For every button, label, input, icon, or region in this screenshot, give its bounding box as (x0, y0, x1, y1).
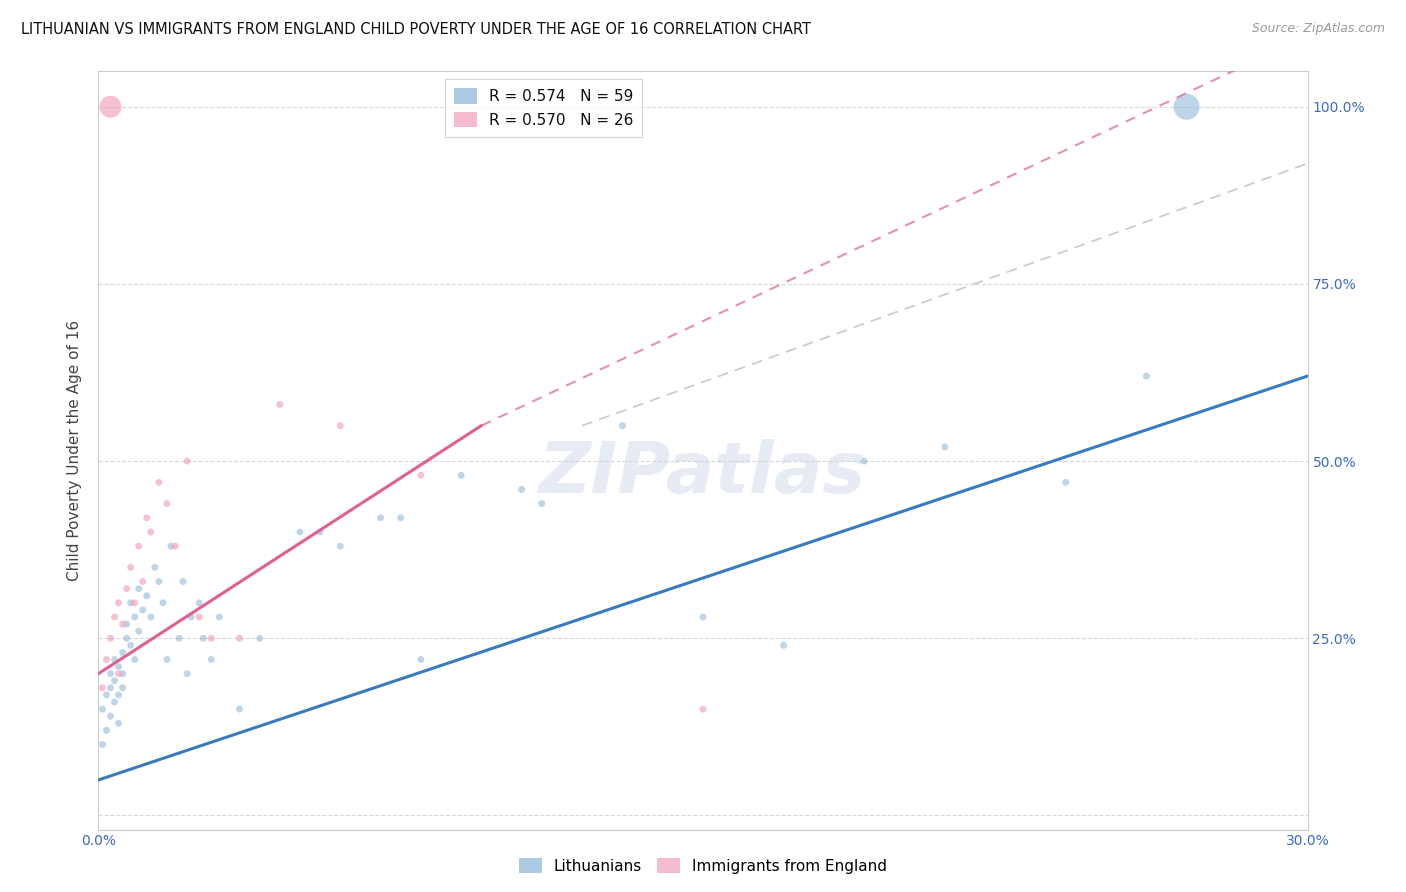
Point (103, 695, 125, 709)
Point (100, 632, 122, 646)
Point (124, 652, 146, 666)
Point (188, 610, 211, 624)
Point (152, 596, 174, 610)
Point (100, 666, 122, 681)
Point (128, 539, 150, 553)
Point (103, 673, 125, 688)
Point (409, 652, 432, 666)
Point (103, 610, 125, 624)
Point (692, 702, 714, 716)
Point (96, 688, 118, 702)
Point (111, 617, 134, 632)
Point (132, 603, 155, 617)
Point (176, 666, 198, 681)
Point (143, 560, 166, 574)
Point (148, 574, 170, 589)
Point (530, 497, 553, 511)
Point (120, 596, 142, 610)
Point (107, 688, 129, 702)
Point (156, 652, 179, 666)
Point (100, 100, 122, 114)
Point (200, 652, 222, 666)
Point (1175, 100, 1198, 114)
Text: ZIPatlas: ZIPatlas (540, 439, 866, 508)
Point (111, 681, 134, 695)
Point (107, 659, 129, 673)
Text: Source: ZipAtlas.com: Source: ZipAtlas.com (1251, 22, 1385, 36)
Point (91, 702, 114, 716)
Point (156, 497, 179, 511)
Point (269, 397, 291, 411)
Point (115, 632, 138, 646)
Point (148, 475, 170, 490)
Point (772, 638, 794, 652)
Point (176, 454, 198, 468)
Point (172, 574, 194, 589)
Point (107, 666, 129, 681)
Point (450, 468, 472, 483)
Point (1135, 369, 1157, 384)
Point (370, 510, 392, 524)
Point (1054, 475, 1077, 490)
Point (208, 610, 231, 624)
Y-axis label: Child Poverty Under the Age of 16: Child Poverty Under the Age of 16 (67, 320, 83, 581)
Point (115, 617, 138, 632)
Point (135, 510, 157, 524)
Point (193, 632, 215, 646)
Legend: R = 0.574   N = 59, R = 0.570   N = 26: R = 0.574 N = 59, R = 0.570 N = 26 (444, 79, 643, 137)
Point (96, 652, 118, 666)
Point (91, 681, 114, 695)
Point (180, 610, 202, 624)
Point (124, 596, 146, 610)
Point (135, 589, 157, 603)
Point (120, 560, 142, 574)
Point (288, 524, 311, 539)
Point (309, 524, 332, 539)
Point (167, 632, 190, 646)
Point (163, 539, 186, 553)
Point (200, 632, 222, 646)
Point (111, 645, 134, 659)
Point (389, 510, 412, 524)
Legend: Lithuanians, Immigrants from England: Lithuanians, Immigrants from England (512, 852, 894, 880)
Point (329, 539, 352, 553)
Point (934, 440, 956, 454)
Point (612, 418, 634, 433)
Point (103, 652, 125, 666)
Point (188, 596, 211, 610)
Point (115, 582, 138, 596)
Point (107, 716, 129, 731)
Point (120, 638, 142, 652)
Point (228, 702, 250, 716)
Point (96, 723, 118, 738)
Point (160, 539, 183, 553)
Point (409, 468, 432, 483)
Point (100, 681, 122, 695)
Text: LITHUANIAN VS IMMIGRANTS FROM ENGLAND CHILD POVERTY UNDER THE AGE OF 16 CORRELAT: LITHUANIAN VS IMMIGRANTS FROM ENGLAND CH… (21, 22, 811, 37)
Point (124, 610, 146, 624)
Point (228, 632, 250, 646)
Point (111, 666, 134, 681)
Point (128, 582, 150, 596)
Point (139, 610, 162, 624)
Point (91, 738, 114, 752)
Point (249, 632, 271, 646)
Point (510, 483, 533, 497)
Point (139, 524, 162, 539)
Point (107, 596, 129, 610)
Point (853, 454, 876, 468)
Point (692, 610, 714, 624)
Point (100, 709, 122, 723)
Point (128, 624, 150, 639)
Point (132, 574, 155, 589)
Point (329, 418, 352, 433)
